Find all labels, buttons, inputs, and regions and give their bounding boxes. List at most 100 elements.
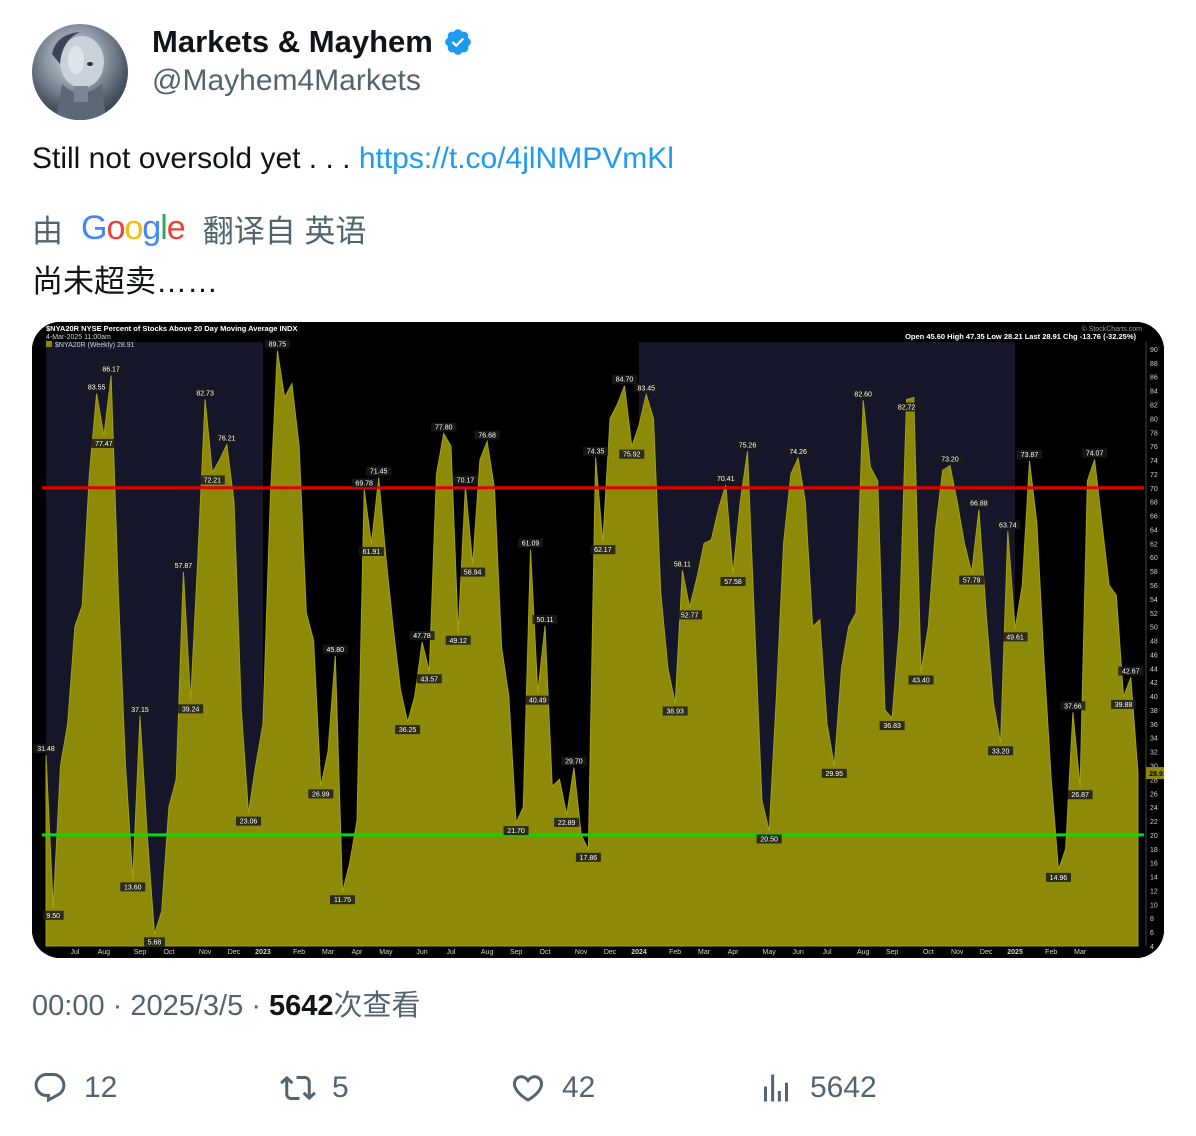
- author-name-row: Markets & Mayhem: [152, 22, 473, 62]
- value-label: 86.17: [102, 367, 120, 374]
- value-label: 29.95: [825, 771, 843, 778]
- robot-avatar-icon: [52, 32, 106, 120]
- value-label: 38.93: [666, 708, 684, 715]
- y-tick-label: 4: [1150, 944, 1154, 951]
- value-label-bg: [1002, 632, 1028, 642]
- x-tick-label: Dec: [604, 949, 617, 956]
- x-tick-label: Nov: [199, 949, 212, 956]
- value-label: 83.45: [637, 385, 655, 392]
- y-tick-label: 90: [1150, 347, 1158, 354]
- chart-ohlc: Open 45.60 High 47.35 Low 28.21 Last 28.…: [905, 332, 1136, 341]
- value-label-bg: [178, 704, 204, 714]
- value-label: 52.77: [681, 612, 699, 619]
- reply-button[interactable]: 12: [32, 1064, 117, 1112]
- value-label-bg: [1060, 701, 1086, 711]
- x-tick-label: May: [379, 949, 393, 956]
- value-label: 58.11: [674, 561, 691, 568]
- value-label-bg: [409, 631, 435, 641]
- verified-badge-icon: [445, 29, 471, 55]
- value-label: 70.41: [717, 476, 735, 483]
- author-handle[interactable]: @Mayhem4Markets: [152, 64, 421, 97]
- tweet-link[interactable]: https://t.co/4jlNMPVmKl: [358, 142, 674, 175]
- value-label: 29.70: [565, 759, 583, 766]
- value-label-bg: [756, 834, 782, 844]
- x-tick-label: Feb: [293, 949, 305, 956]
- views-button[interactable]: 5642: [758, 1064, 877, 1112]
- value-label-bg: [532, 614, 558, 624]
- value-label: 73.87: [1021, 452, 1039, 459]
- y-tick-label: 88: [1150, 361, 1158, 368]
- value-label-bg: [351, 478, 377, 488]
- translation-suffix[interactable]: 翻译自 英语: [202, 213, 367, 249]
- value-label: 20.50: [760, 836, 778, 843]
- value-label-bg: [713, 473, 739, 483]
- y-tick-label: 72: [1150, 472, 1158, 479]
- value-label: 37.66: [1064, 703, 1082, 710]
- value-label-bg: [908, 675, 934, 685]
- x-tick-label: Feb: [669, 949, 681, 956]
- x-tick-label: Jul: [70, 949, 79, 956]
- author-avatar[interactable]: [32, 24, 128, 120]
- x-tick-label: Feb: [1045, 949, 1057, 956]
- value-label: 9.50: [46, 913, 60, 920]
- tweet-text: Still not oversold yet . . . https://t.c…: [32, 142, 674, 176]
- chart-image[interactable]: 31.48 9.50 83.55 77.47 86.17 13.60 37.15 5.68 57…: [32, 322, 1164, 958]
- value-label-bg: [452, 475, 478, 485]
- chart-title: $NYA20R NYSE Percent of Stocks Above 20 …: [46, 324, 297, 333]
- value-label: 70.17: [457, 478, 475, 485]
- x-tick-label: 2023: [255, 949, 271, 956]
- value-label: 57.87: [175, 563, 193, 570]
- value-label-bg: [850, 389, 876, 399]
- value-label: 77.47: [95, 441, 113, 448]
- retweet-button[interactable]: 5: [280, 1064, 349, 1112]
- value-label-bg: [662, 706, 688, 716]
- y-tick-label: 26: [1150, 791, 1158, 798]
- y-tick-label: 14: [1150, 875, 1158, 882]
- y-tick-label: 68: [1150, 500, 1158, 507]
- value-label: 66.88: [970, 500, 988, 507]
- like-button[interactable]: 42: [510, 1064, 595, 1112]
- value-label-bg: [91, 438, 117, 448]
- value-label: 42.67: [1122, 669, 1140, 676]
- google-logo-icon[interactable]: Google: [81, 208, 186, 247]
- value-label: 58.94: [464, 570, 482, 577]
- y-tick-label: 16: [1150, 861, 1158, 868]
- value-label-bg: [785, 447, 811, 457]
- author-display-name[interactable]: Markets & Mayhem: [152, 24, 433, 59]
- x-tick-label: Oct: [540, 949, 551, 956]
- value-label-bg: [677, 610, 703, 620]
- views-action-count: 5642: [810, 1071, 877, 1104]
- y-tick-label: 64: [1150, 527, 1158, 534]
- y-tick-label: 74: [1150, 458, 1158, 465]
- value-label-bg: [1067, 790, 1093, 800]
- value-label: 43.57: [421, 676, 439, 683]
- value-label-bg: [127, 704, 153, 714]
- value-label-bg: [879, 721, 905, 731]
- value-label: 23.06: [240, 819, 258, 826]
- y-tick-label: 10: [1150, 902, 1158, 909]
- value-label: 49.12: [449, 638, 467, 645]
- y-tick-label: 58: [1150, 569, 1158, 576]
- value-label: 82.73: [196, 390, 214, 397]
- y-tick-label: 34: [1150, 736, 1158, 743]
- tweet-date[interactable]: 2025/3/5: [130, 990, 244, 1022]
- value-label: 57.58: [724, 579, 742, 586]
- x-tick-label: Sep: [134, 949, 147, 956]
- value-label: 39.88: [1115, 702, 1133, 709]
- y-tick-label: 24: [1150, 805, 1158, 812]
- value-label-bg: [431, 422, 457, 432]
- value-label-bg: [561, 756, 587, 766]
- y-tick-label: 62: [1150, 541, 1158, 548]
- tweet-time[interactable]: 00:00: [32, 990, 105, 1022]
- value-label: 73.20: [941, 457, 959, 464]
- value-label: 74.26: [789, 449, 807, 456]
- y-tick-label: 76: [1150, 444, 1158, 451]
- value-label: 74.35: [587, 449, 605, 456]
- x-tick-label: Sep: [510, 949, 523, 956]
- y-tick-label: 60: [1150, 555, 1158, 562]
- value-label: 76.21: [218, 436, 236, 443]
- value-label: 62.17: [594, 547, 612, 554]
- value-label-bg: [734, 440, 760, 450]
- y-tick-label: 48: [1150, 639, 1158, 646]
- y-tick-label: 42: [1150, 680, 1158, 687]
